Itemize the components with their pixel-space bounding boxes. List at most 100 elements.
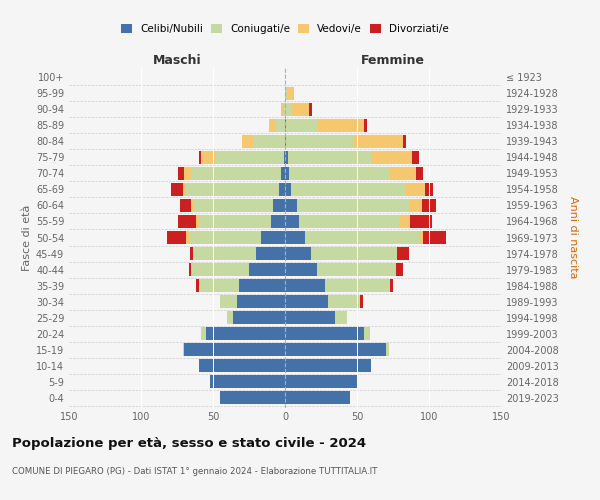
Bar: [188, 231, 260, 244]
Bar: [279, 183, 285, 196]
Bar: [202, 327, 206, 340]
Bar: [397, 247, 409, 260]
Bar: [190, 247, 193, 260]
Bar: [285, 102, 292, 116]
Bar: [288, 150, 371, 164]
Bar: [178, 167, 184, 180]
Bar: [178, 215, 196, 228]
Bar: [285, 359, 371, 372]
Bar: [167, 231, 185, 244]
Bar: [194, 199, 274, 212]
Bar: [285, 215, 299, 228]
Bar: [285, 183, 291, 196]
Bar: [400, 215, 410, 228]
Bar: [242, 134, 253, 148]
Bar: [285, 167, 289, 180]
Bar: [354, 134, 403, 148]
Bar: [285, 150, 288, 164]
Bar: [285, 392, 350, 404]
Bar: [285, 199, 296, 212]
Bar: [285, 231, 305, 244]
Bar: [422, 199, 436, 212]
Bar: [425, 183, 433, 196]
Bar: [193, 247, 256, 260]
Bar: [285, 86, 288, 100]
Bar: [199, 215, 271, 228]
Bar: [311, 247, 397, 260]
Text: COMUNE DI PIEGARO (PG) - Dati ISTAT 1° gennaio 2024 - Elaborazione TUTTITALIA.IT: COMUNE DI PIEGARO (PG) - Dati ISTAT 1° g…: [12, 468, 377, 476]
Bar: [318, 118, 364, 132]
Bar: [206, 327, 285, 340]
Bar: [406, 183, 425, 196]
Bar: [184, 343, 285, 356]
Bar: [183, 343, 184, 356]
Bar: [317, 263, 396, 276]
Bar: [260, 231, 285, 244]
Text: Popolazione per età, sesso e stato civile - 2024: Popolazione per età, sesso e stato civil…: [12, 438, 366, 450]
Bar: [305, 231, 421, 244]
Bar: [233, 311, 285, 324]
Bar: [285, 327, 364, 340]
Bar: [299, 215, 400, 228]
Bar: [396, 263, 403, 276]
Bar: [310, 102, 313, 116]
Y-axis label: Anni di nascita: Anni di nascita: [568, 196, 578, 279]
Bar: [196, 215, 199, 228]
Legend: Celibi/Nubili, Coniugati/e, Vedovi/e, Divorziati/e: Celibi/Nubili, Coniugati/e, Vedovi/e, Di…: [117, 20, 453, 38]
Bar: [196, 279, 199, 292]
Bar: [285, 343, 386, 356]
Bar: [285, 263, 317, 276]
Bar: [227, 311, 233, 324]
Bar: [285, 247, 311, 260]
Bar: [185, 183, 279, 196]
Bar: [296, 199, 409, 212]
Bar: [328, 295, 360, 308]
Bar: [199, 279, 239, 292]
Bar: [364, 327, 370, 340]
Bar: [239, 279, 285, 292]
Bar: [371, 150, 412, 164]
Bar: [277, 118, 285, 132]
Bar: [421, 231, 423, 244]
Bar: [253, 134, 285, 148]
Bar: [185, 231, 188, 244]
Bar: [269, 118, 277, 132]
Bar: [285, 134, 286, 148]
Bar: [288, 86, 293, 100]
Bar: [360, 295, 363, 308]
Bar: [191, 167, 281, 180]
Bar: [285, 311, 335, 324]
Bar: [409, 199, 422, 212]
Y-axis label: Fasce di età: Fasce di età: [22, 204, 32, 270]
Bar: [202, 150, 216, 164]
Bar: [281, 167, 285, 180]
Bar: [403, 134, 406, 148]
Bar: [292, 102, 310, 116]
Bar: [210, 376, 285, 388]
Bar: [285, 279, 325, 292]
Bar: [416, 167, 423, 180]
Bar: [289, 167, 390, 180]
Text: Femmine: Femmine: [361, 54, 425, 66]
Bar: [191, 263, 249, 276]
Bar: [286, 118, 318, 132]
Bar: [274, 199, 285, 212]
Bar: [183, 183, 185, 196]
Bar: [410, 215, 432, 228]
Bar: [386, 343, 389, 356]
Bar: [191, 199, 194, 212]
Bar: [184, 167, 191, 180]
Bar: [220, 295, 238, 308]
Bar: [423, 231, 446, 244]
Bar: [285, 376, 357, 388]
Bar: [180, 199, 191, 212]
Bar: [335, 311, 347, 324]
Bar: [199, 359, 285, 372]
Bar: [390, 279, 393, 292]
Bar: [238, 295, 285, 308]
Bar: [256, 247, 285, 260]
Bar: [285, 118, 286, 132]
Bar: [281, 102, 284, 116]
Bar: [364, 118, 367, 132]
Text: Maschi: Maschi: [152, 54, 202, 66]
